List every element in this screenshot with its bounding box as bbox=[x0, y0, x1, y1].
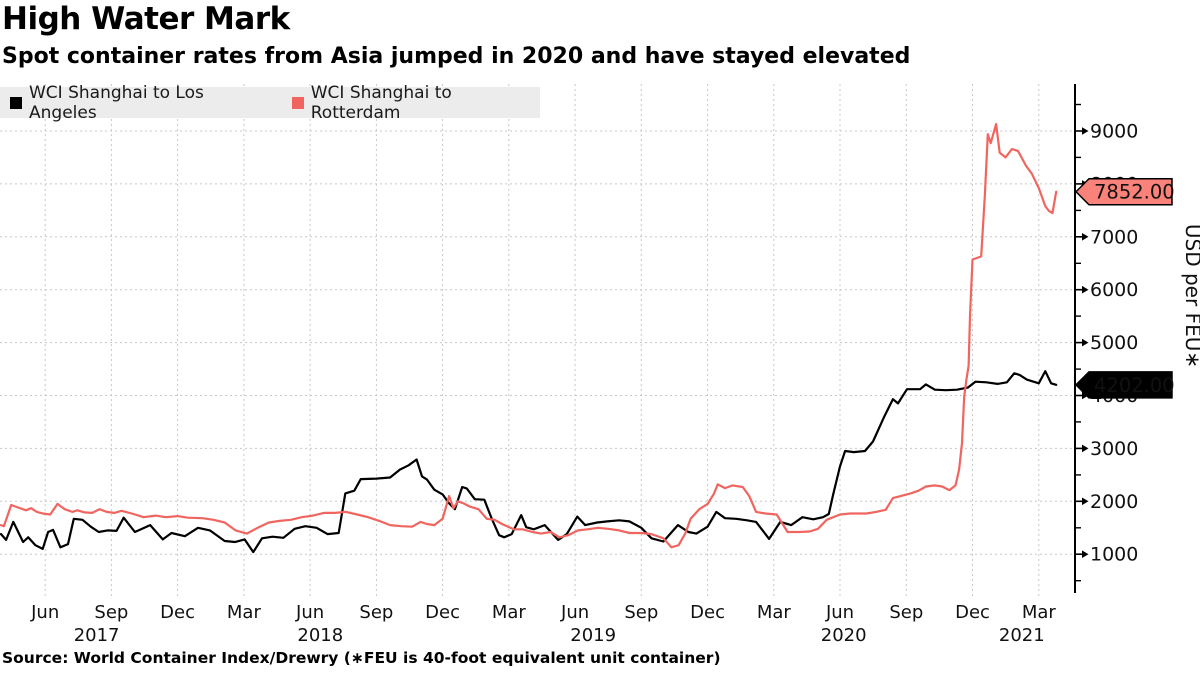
x-axis-month-label: Mar bbox=[757, 602, 792, 623]
y-axis-tick-label: 1000 bbox=[1090, 544, 1138, 566]
x-axis-month-label: Sep bbox=[624, 602, 658, 623]
legend: WCI Shanghai to Los Angeles WCI Shanghai… bbox=[0, 83, 540, 123]
y-axis-tick-arrow-icon bbox=[1082, 285, 1089, 294]
y-axis-tick-arrow-icon bbox=[1082, 391, 1089, 400]
y-axis-tick-arrow-icon bbox=[1082, 233, 1089, 241]
legend-label-rotterdam: WCI Shanghai to Rotterdam bbox=[310, 82, 452, 123]
y-axis-tick-arrow-icon bbox=[1082, 338, 1089, 347]
x-axis-month-label: Sep bbox=[94, 602, 128, 623]
x-axis-month-label: Jun bbox=[560, 602, 589, 623]
value-tag-la bbox=[1074, 371, 1173, 399]
series-line-rotterdam bbox=[0, 123, 1058, 549]
x-axis-month-label: Jun bbox=[825, 602, 854, 623]
x-axis-year-label: 2017 bbox=[74, 625, 120, 646]
y-axis-title: USD per FEU∗ bbox=[1181, 224, 1200, 368]
legend-label-la: WCI Shanghai to Los Angeles bbox=[29, 82, 204, 123]
legend-swatch-la-icon bbox=[10, 96, 22, 109]
y-axis-tick-label: 3000 bbox=[1090, 438, 1138, 460]
x-axis-month-label: Sep bbox=[359, 602, 393, 623]
source-note: Source: World Container Index/Drewry (∗F… bbox=[2, 649, 721, 667]
y-axis-tick-arrow-icon bbox=[1082, 127, 1089, 135]
y-axis-tick-label: 2000 bbox=[1090, 491, 1138, 513]
legend-swatch-rotterdam-icon bbox=[291, 96, 304, 109]
y-axis-tick-arrow-icon bbox=[1082, 497, 1089, 506]
y-axis-tick-arrow-icon bbox=[1082, 444, 1089, 453]
x-axis-month-label: Dec bbox=[690, 602, 725, 623]
x-axis-month-label: Mar bbox=[1022, 602, 1057, 623]
value-tag-rotterdam bbox=[1074, 177, 1173, 206]
x-axis-month-label: Dec bbox=[425, 602, 460, 623]
y-axis-tick-label: 9000 bbox=[1090, 121, 1138, 143]
y-axis-tick-label: 6000 bbox=[1090, 279, 1138, 301]
x-axis-month-label: Jun bbox=[295, 602, 324, 623]
x-axis-year-label: 2021 bbox=[999, 625, 1045, 646]
y-axis-tick-label: 7000 bbox=[1090, 226, 1138, 248]
x-axis-month-label: Mar bbox=[227, 602, 262, 623]
x-axis-month-label: Dec bbox=[160, 602, 195, 623]
chart-title: High Water Mark bbox=[2, 1, 290, 37]
legend-item-rotterdam: WCI Shanghai to Rotterdam bbox=[291, 82, 540, 123]
legend-item-la: WCI Shanghai to Los Angeles bbox=[10, 83, 270, 123]
x-axis-month-label: Mar bbox=[492, 602, 527, 623]
y-axis-tick-label: 5000 bbox=[1090, 332, 1138, 354]
x-axis-month-label: Dec bbox=[955, 602, 990, 623]
x-axis-month-label: Sep bbox=[889, 602, 923, 623]
series-line-la bbox=[0, 370, 1058, 554]
y-axis-tick-arrow-icon bbox=[1082, 550, 1089, 558]
x-axis-year-label: 2018 bbox=[297, 625, 343, 646]
x-axis-year-label: 2019 bbox=[570, 625, 616, 646]
value-tag-label-la: 4202.00 bbox=[1094, 374, 1175, 397]
value-tag-label-rotterdam: 7852.00 bbox=[1094, 181, 1175, 204]
x-axis-month-label: Jun bbox=[30, 602, 59, 623]
chart-subtitle: Spot container rates from Asia jumped in… bbox=[2, 44, 911, 69]
x-axis-year-label: 2020 bbox=[821, 625, 867, 646]
